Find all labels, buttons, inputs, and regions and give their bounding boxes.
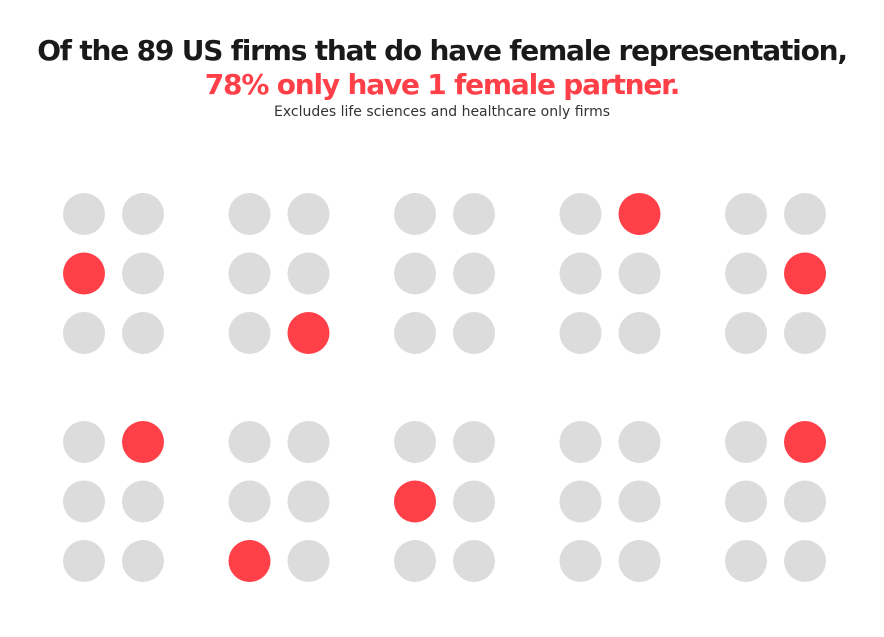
dot — [63, 421, 105, 463]
dot — [559, 421, 602, 463]
highlighted-dot — [122, 421, 164, 463]
highlighted-dot — [63, 252, 105, 295]
dot — [122, 252, 164, 295]
dot — [287, 252, 330, 295]
dot — [784, 540, 826, 582]
dot — [453, 480, 495, 523]
dot — [453, 252, 495, 295]
chart-highlight-statement: 78% only have 1 female partner. — [204, 68, 681, 101]
highlighted-dot — [784, 252, 826, 295]
dot-group-2 — [228, 193, 330, 354]
highlighted-dot — [228, 540, 271, 582]
dot — [394, 540, 436, 582]
dot-group-9 — [559, 421, 661, 582]
dot — [228, 312, 271, 354]
chart-subtitle: Excludes life sciences and healthcare on… — [274, 104, 610, 120]
chart-title: Of the 89 US firms that do have female r… — [37, 34, 848, 67]
dot — [618, 480, 661, 523]
dot-group-5 — [725, 193, 826, 354]
dot-group-4 — [559, 193, 661, 354]
dot — [559, 252, 602, 295]
dot-group-6 — [63, 421, 164, 582]
dot-group-10 — [725, 421, 826, 582]
dot — [559, 480, 602, 523]
highlighted-dot — [394, 480, 436, 523]
dot — [63, 312, 105, 354]
dot — [394, 421, 436, 463]
dot-group-7 — [228, 421, 330, 582]
dot — [287, 193, 330, 235]
dot — [725, 421, 767, 463]
highlighted-dot — [287, 312, 330, 354]
chart-header: Of the 89 US firms that do have female r… — [0, 34, 884, 121]
dot — [784, 480, 826, 523]
dot — [228, 480, 271, 523]
dot — [122, 540, 164, 582]
dot — [618, 312, 661, 354]
dot — [784, 193, 826, 235]
highlighted-dot — [784, 421, 826, 463]
dot-group-1 — [63, 193, 164, 354]
dot — [122, 480, 164, 523]
dot — [784, 312, 826, 354]
dot — [618, 421, 661, 463]
dot — [559, 193, 602, 235]
dot — [618, 252, 661, 295]
dot — [228, 193, 271, 235]
dot — [725, 480, 767, 523]
dot — [725, 193, 767, 235]
dot — [453, 312, 495, 354]
dot — [394, 312, 436, 354]
dot — [453, 540, 495, 582]
dot — [122, 193, 164, 235]
dot — [287, 540, 330, 582]
dot — [63, 480, 105, 523]
dot — [453, 421, 495, 463]
dot — [725, 540, 767, 582]
dot — [287, 421, 330, 463]
dot — [725, 252, 767, 295]
dot — [559, 540, 602, 582]
dot — [394, 252, 436, 295]
dot — [228, 421, 271, 463]
dot — [394, 193, 436, 235]
highlighted-dot — [618, 193, 661, 235]
dot-group-3 — [394, 193, 495, 354]
dot-group-8 — [394, 421, 495, 582]
dot — [559, 312, 602, 354]
dot — [453, 193, 495, 235]
dot — [287, 480, 330, 523]
dot — [122, 312, 164, 354]
dot — [63, 540, 105, 582]
dot — [228, 252, 271, 295]
dot — [725, 312, 767, 354]
dot — [618, 540, 661, 582]
dot — [63, 193, 105, 235]
